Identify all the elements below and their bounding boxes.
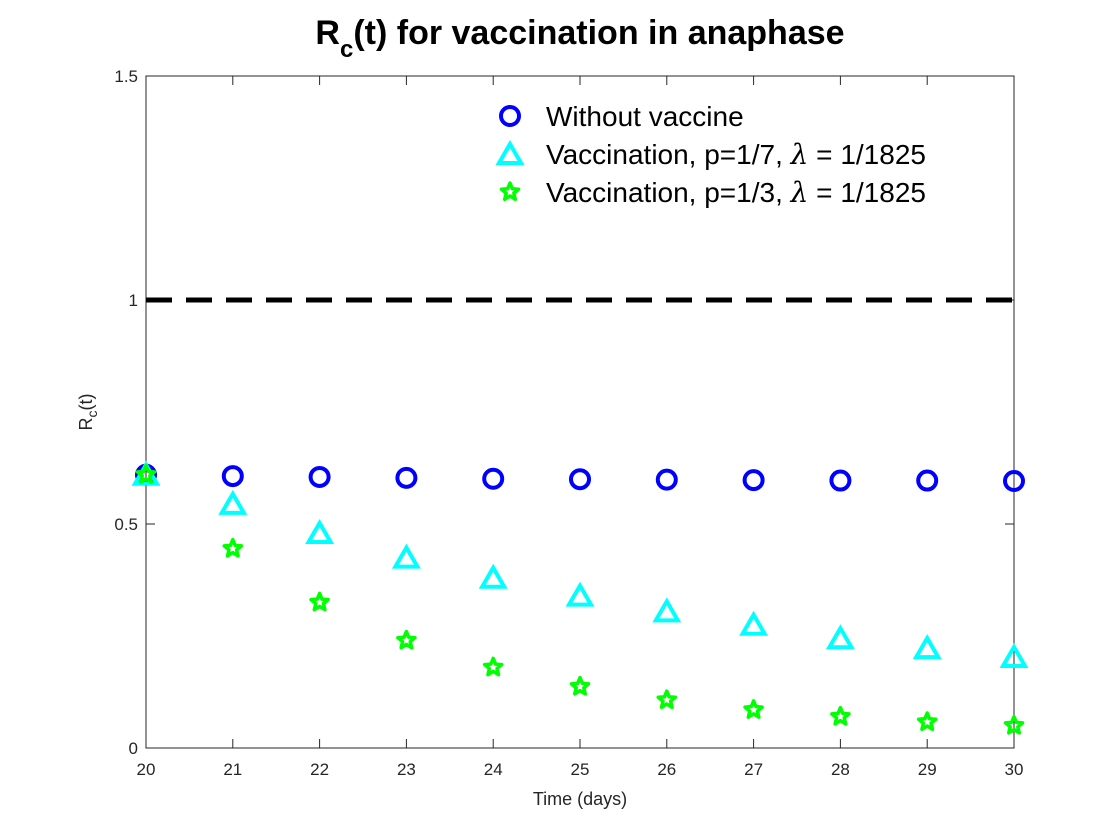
data-point-triangle — [391, 543, 421, 569]
data-point-star — [222, 537, 244, 558]
data-point-circle — [221, 465, 244, 488]
legend-marker-p-1-7 — [495, 140, 525, 165]
data-point-circle — [655, 468, 678, 491]
data-point-triangle — [999, 643, 1029, 669]
data-point-circle — [482, 467, 505, 490]
data-point-circle — [569, 468, 591, 491]
legend: Without vaccine Vaccination, p=1/7, λ = … — [495, 101, 926, 209]
data-point-triangle — [739, 610, 769, 636]
legend-symbol-triangle — [495, 140, 525, 165]
x-tick-label: 28 — [831, 760, 850, 779]
legend-marker-p-1-3 — [499, 181, 521, 202]
legend-label-p-1-3: Vaccination, p=1/3, λ = 1/1825 — [546, 176, 926, 209]
x-tick-label: 23 — [397, 760, 416, 779]
data-point-triangle — [652, 597, 682, 623]
data-point-star — [135, 463, 157, 484]
data-point-triangle — [912, 634, 942, 660]
data-point-triangle — [218, 489, 248, 515]
x-tick-label: 26 — [657, 760, 676, 779]
legend-symbol-circle — [499, 105, 521, 127]
data-point-star — [396, 629, 417, 650]
data-point-circle — [916, 469, 939, 492]
data-point-triangle — [825, 624, 855, 650]
legend-symbol-star — [499, 181, 521, 202]
data-point-star — [830, 705, 851, 726]
x-axis-label: Time (days) — [533, 789, 627, 809]
data-point-circle — [1003, 469, 1025, 492]
data-point-triangle — [305, 518, 335, 544]
x-tick-label: 30 — [1005, 760, 1024, 779]
data-point-triangle — [478, 563, 508, 589]
data-point-circle — [742, 469, 765, 492]
data-point-circle — [395, 466, 418, 489]
y-axis-label: Rc(t) — [76, 394, 100, 431]
axis-ticks: 20 21 22 23 24 25 26 27 28 29 30 0 0.5 1 1.5 — [114, 67, 1023, 779]
y-tick-label: 0 — [129, 739, 138, 758]
data-point-star — [1003, 714, 1025, 735]
data-point-triangle — [565, 581, 595, 607]
x-tick-label: 24 — [484, 760, 503, 779]
series-triangle — [131, 460, 1029, 669]
data-point-star — [656, 689, 678, 710]
chart-title: Rc(t) for vaccination in anaphase — [315, 14, 844, 63]
x-tick-label: 22 — [310, 760, 329, 779]
data-point-star — [743, 699, 764, 719]
series-star — [135, 463, 1025, 735]
x-tick-label: 21 — [223, 760, 242, 779]
y-tick-label: 1 — [129, 291, 138, 310]
y-tick-label: 0.5 — [114, 515, 138, 534]
data-markers — [131, 460, 1029, 735]
data-point-star — [916, 711, 938, 732]
data-point-circle — [308, 465, 331, 488]
x-tick-label: 27 — [744, 760, 763, 779]
data-point-circle — [829, 469, 852, 492]
data-point-star — [569, 675, 591, 696]
data-point-star — [309, 591, 330, 612]
series-circle — [135, 463, 1025, 492]
x-tick-label: 25 — [571, 760, 590, 779]
legend-label-p-1-7: Vaccination, p=1/7, λ = 1/1825 — [546, 138, 926, 171]
x-tick-label: 20 — [137, 760, 156, 779]
legend-marker-without-vaccine — [499, 105, 521, 127]
x-tick-label: 29 — [918, 760, 937, 779]
data-point-star — [482, 656, 504, 677]
y-tick-label: 1.5 — [114, 67, 138, 86]
legend-label-without-vaccine: Without vaccine — [546, 101, 744, 132]
